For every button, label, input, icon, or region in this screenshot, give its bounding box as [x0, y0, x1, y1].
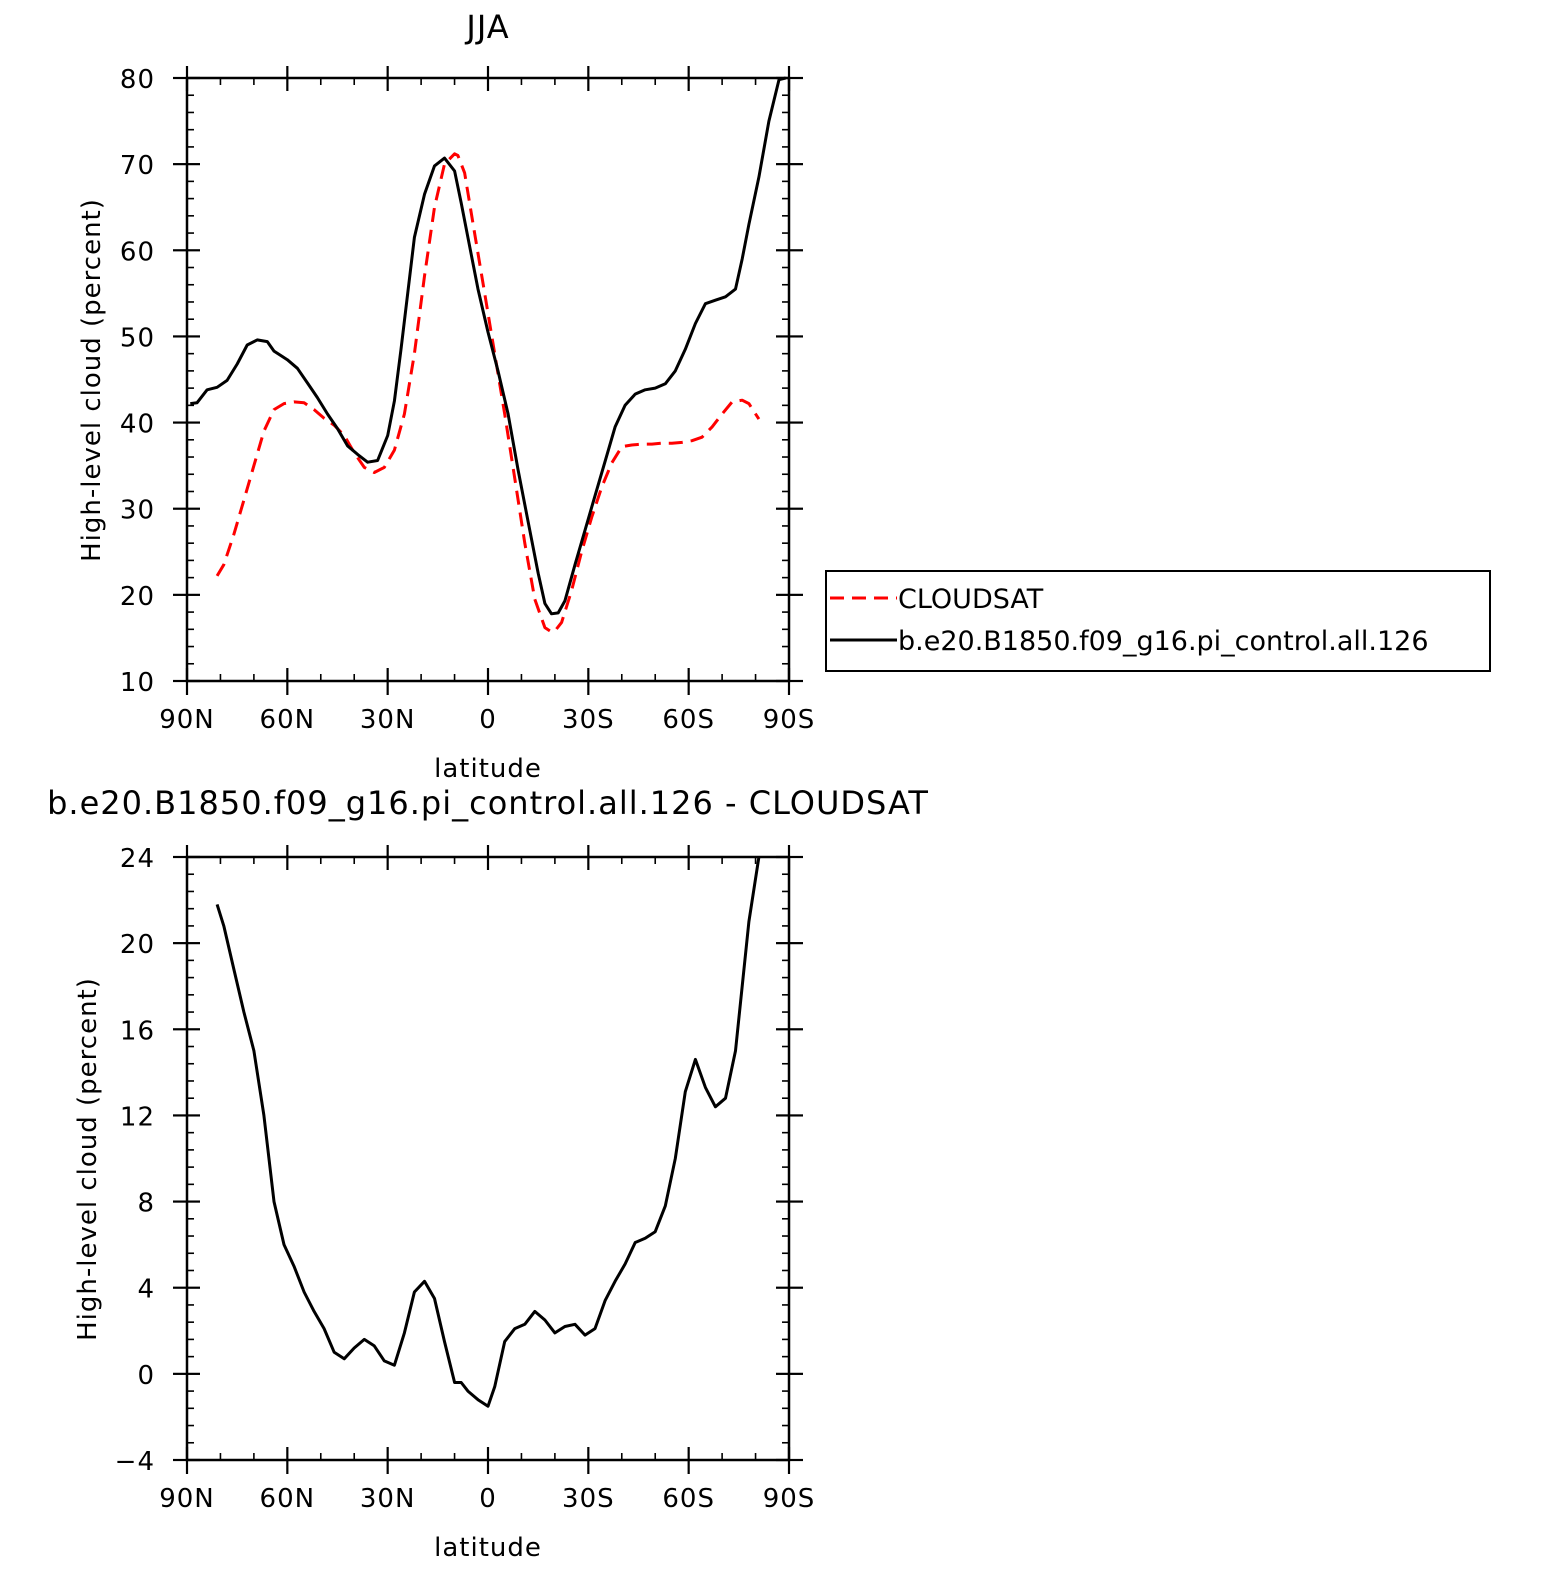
bottom-chart-ylabel: High-level cloud (percent)	[73, 977, 103, 1341]
x-tick-label: 60N	[260, 705, 316, 735]
bottom-chart-ticks	[173, 845, 803, 1474]
bottom-chart-plot-frame	[185, 855, 791, 1462]
series-line-0	[215, 152, 761, 634]
series-line-1	[190, 76, 787, 616]
y-tick-label: 12	[120, 1102, 155, 1132]
y-tick-label: 10	[120, 668, 155, 698]
x-tick-label: 90S	[763, 705, 816, 735]
x-tick-label: 30S	[562, 1484, 615, 1514]
y-tick-label: 40	[120, 410, 155, 440]
y-tick-label: 8	[137, 1189, 155, 1219]
x-tick-label: 30N	[360, 1484, 416, 1514]
x-tick-label: 90S	[763, 1484, 816, 1514]
bottom-chart-title: b.e20.B1850.f09_g16.pi_control.all.126 -…	[47, 784, 929, 822]
bottom-chart-tick-labels: 90N 60N 30N 0 30S 60S 90S −4 0 4 8 12 16 20 24	[115, 844, 816, 1514]
top-chart-title: JJA	[464, 8, 509, 46]
y-tick-label: 70	[120, 151, 155, 181]
y-tick-label: 60	[120, 237, 155, 267]
y-tick-label: 50	[120, 323, 155, 353]
y-tick-label: 20	[120, 582, 155, 612]
legend-label-model: b.e20.B1850.f09_g16.pi_control.all.126	[898, 626, 1429, 657]
y-tick-label: 30	[120, 496, 155, 526]
x-tick-label: 30S	[562, 705, 615, 735]
y-tick-label: 16	[120, 1016, 155, 1046]
x-tick-label: 60S	[662, 705, 715, 735]
legend-label-cloudsat: CLOUDSAT	[898, 584, 1044, 615]
top-chart-tick-labels: 90N 60N 30N 0 30S 60S 90S 10 20 30 40 50 60 70 80	[120, 65, 816, 735]
x-tick-label: 0	[479, 1484, 497, 1514]
series-line-0	[215, 856, 761, 1408]
y-tick-label: 80	[120, 65, 155, 95]
top-chart-plot-frame	[185, 76, 791, 683]
top-chart: JJA 90N 60N 30N 0 30S 60S 90S1020304050607080 …	[77, 8, 816, 784]
x-tick-label: 30N	[360, 705, 416, 735]
top-chart-ylabel: High-level cloud (percent)	[77, 198, 107, 562]
y-tick-label: 4	[137, 1275, 155, 1305]
top-chart-series	[190, 76, 787, 634]
y-tick-label: 20	[120, 930, 155, 960]
y-tick-label: −4	[115, 1447, 155, 1477]
x-tick-label: 60N	[260, 1484, 316, 1514]
bottom-chart-series	[215, 856, 761, 1408]
bottom-chart-xlabel: latitude	[434, 1533, 542, 1563]
x-tick-label: 90N	[159, 705, 215, 735]
legend-box	[825, 570, 1491, 672]
y-tick-label: 0	[137, 1361, 155, 1391]
x-tick-label: 90N	[159, 1484, 215, 1514]
top-chart-ticks	[173, 66, 803, 695]
bottom-chart: b.e20.B1850.f09_g16.pi_control.all.126 -…	[47, 784, 929, 1563]
x-tick-label: 0	[479, 705, 497, 735]
top-chart-legend: CLOUDSAT b.e20.B1850.f09_g16.pi_control.…	[825, 570, 1491, 672]
x-tick-label: 60S	[662, 1484, 715, 1514]
y-tick-label: 24	[120, 844, 155, 874]
top-chart-xlabel: latitude	[434, 754, 542, 784]
